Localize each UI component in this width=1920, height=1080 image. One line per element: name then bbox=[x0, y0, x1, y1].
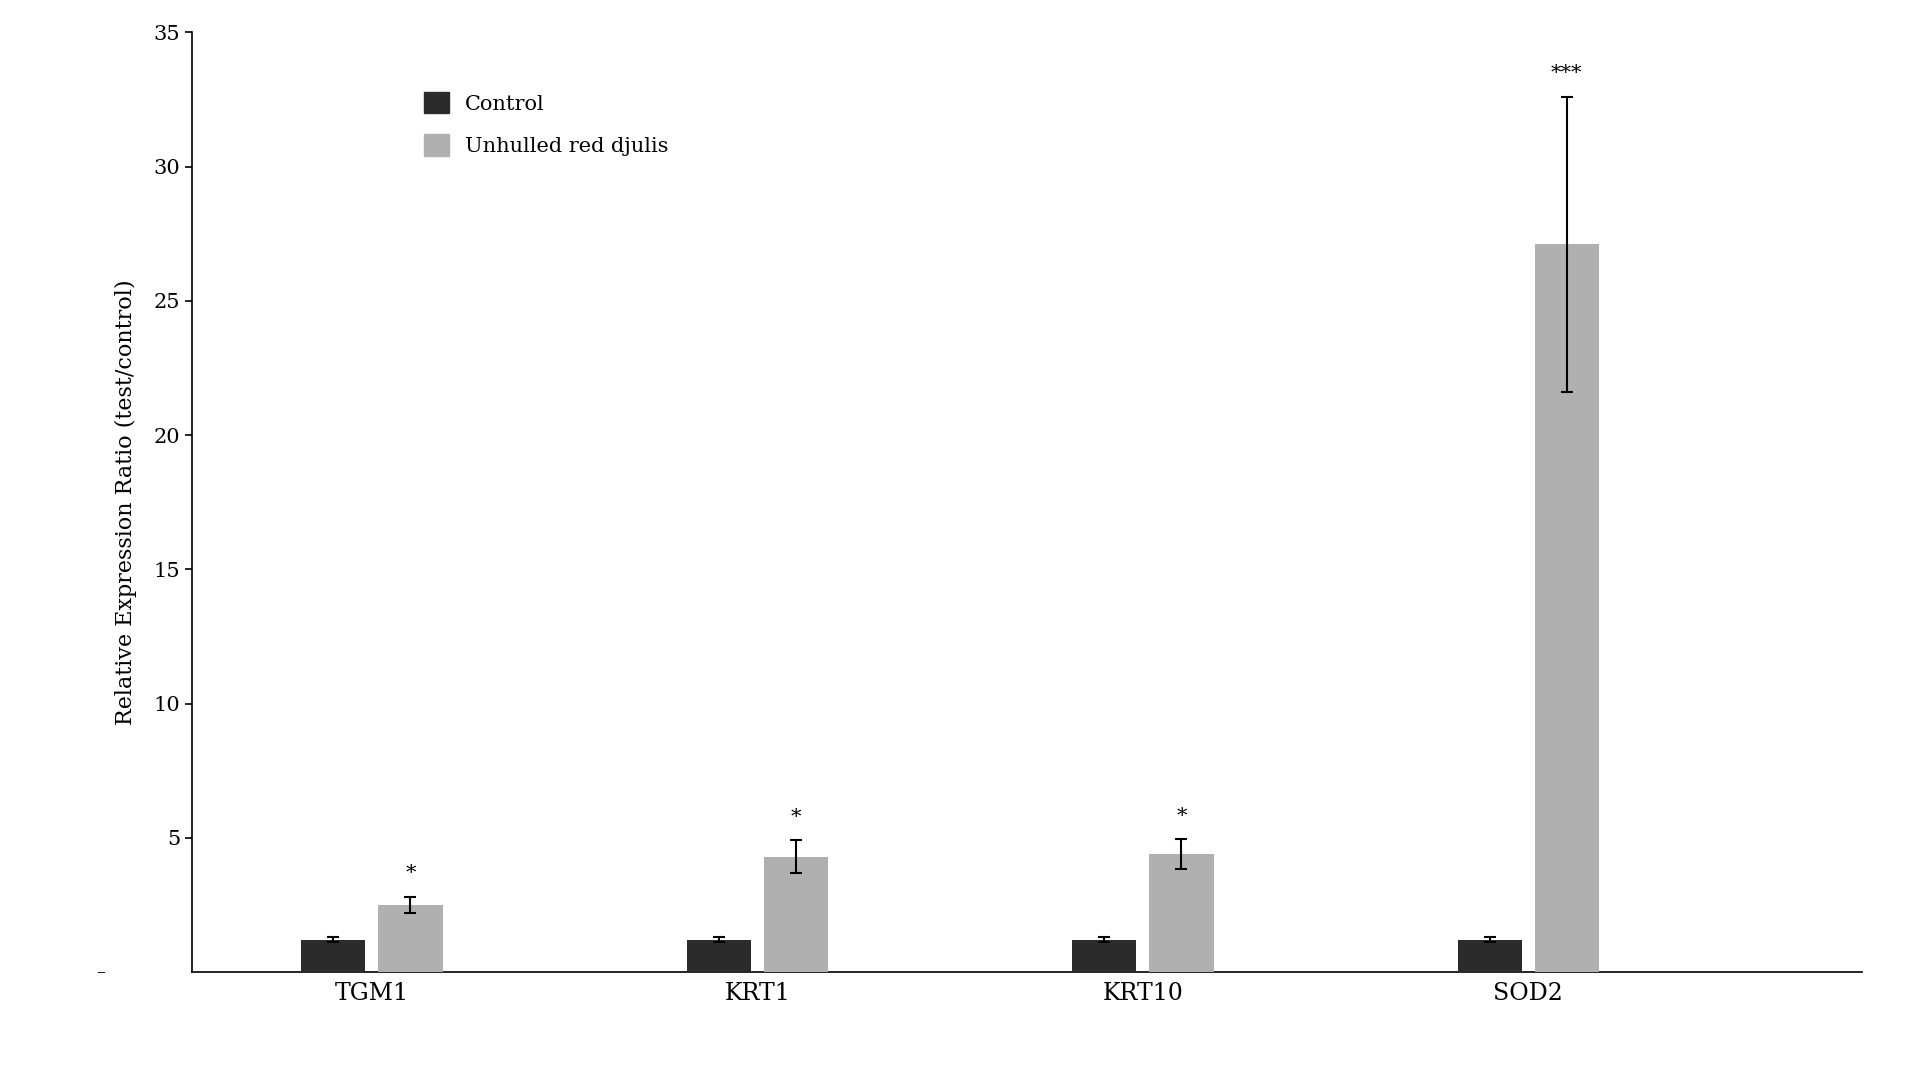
Text: *: * bbox=[791, 808, 801, 827]
Text: *: * bbox=[405, 864, 417, 883]
Bar bbox=[1071, 940, 1137, 972]
Legend: Control, Unhulled red djulis: Control, Unhulled red djulis bbox=[403, 71, 689, 177]
Text: *: * bbox=[1177, 807, 1187, 826]
Bar bbox=[378, 905, 442, 972]
Y-axis label: Relative Expression Ratio (test/control): Relative Expression Ratio (test/control) bbox=[115, 280, 136, 725]
Text: ***: *** bbox=[1551, 65, 1582, 83]
Bar bbox=[764, 856, 828, 972]
Bar bbox=[687, 940, 751, 972]
Bar bbox=[301, 940, 365, 972]
Bar bbox=[1150, 854, 1213, 972]
Text: –: – bbox=[96, 963, 104, 981]
Bar bbox=[1534, 244, 1599, 972]
Bar bbox=[1457, 940, 1523, 972]
